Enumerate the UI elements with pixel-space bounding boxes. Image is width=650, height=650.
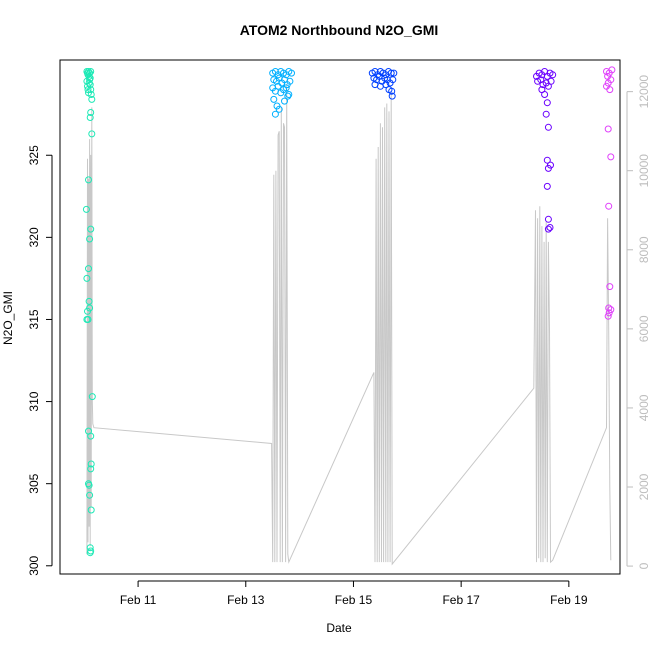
data-point bbox=[85, 176, 92, 184]
data-point bbox=[88, 393, 96, 401]
data-point bbox=[382, 81, 390, 89]
data-point bbox=[389, 76, 397, 84]
y-tick-label: 325 bbox=[27, 145, 41, 165]
y2-tick-label: 12000 bbox=[637, 75, 650, 109]
data-point bbox=[87, 432, 95, 440]
data-point bbox=[605, 309, 613, 317]
data-point bbox=[83, 274, 91, 282]
data-point bbox=[282, 84, 290, 92]
y-tick-label: 315 bbox=[27, 309, 41, 329]
data-point bbox=[87, 225, 95, 233]
data-point bbox=[542, 110, 550, 118]
data-point bbox=[390, 69, 398, 77]
y2-tick-label: 10000 bbox=[637, 154, 650, 188]
data-point bbox=[87, 506, 95, 514]
data-point bbox=[387, 69, 395, 77]
data-point bbox=[87, 109, 95, 116]
y2-axis: 0 2000 4000 6000 8000 10000 12000 bbox=[626, 75, 650, 569]
data-point bbox=[87, 91, 95, 98]
y2-tick-label: 2000 bbox=[637, 473, 650, 500]
data-point bbox=[86, 114, 94, 121]
data-point bbox=[607, 153, 615, 161]
data-point bbox=[85, 265, 92, 273]
data-point bbox=[544, 225, 552, 233]
y-tick-label: 305 bbox=[27, 473, 41, 493]
data-point bbox=[274, 82, 282, 90]
data-point bbox=[85, 79, 93, 87]
data-point bbox=[86, 69, 94, 77]
data-point bbox=[607, 306, 615, 314]
y2-tick-label: 8000 bbox=[637, 236, 650, 263]
data-point bbox=[606, 86, 614, 94]
data-point bbox=[86, 549, 94, 557]
data-point bbox=[83, 316, 91, 323]
y2-tick-label: 6000 bbox=[637, 315, 650, 342]
data-point bbox=[281, 97, 288, 105]
data-point bbox=[605, 202, 613, 210]
y-axis-label: N2O_GMI bbox=[1, 291, 15, 345]
data-point bbox=[541, 91, 549, 98]
data-point bbox=[88, 130, 96, 138]
data-point bbox=[86, 76, 94, 84]
data-point bbox=[544, 123, 552, 131]
data-point bbox=[87, 86, 95, 94]
x-tick-label: Feb 13 bbox=[227, 593, 265, 607]
data-point bbox=[604, 79, 612, 87]
data-point bbox=[85, 68, 92, 75]
data-point bbox=[544, 215, 552, 223]
data-point bbox=[288, 69, 295, 77]
data-point bbox=[86, 235, 94, 243]
data-point bbox=[88, 95, 96, 103]
x-tick-label: Feb 17 bbox=[442, 593, 480, 607]
data-point bbox=[284, 92, 292, 100]
plot-frame bbox=[59, 59, 621, 575]
data-point bbox=[604, 125, 612, 133]
x-axis-label: Date bbox=[326, 621, 352, 635]
data-point bbox=[275, 105, 283, 113]
data-point bbox=[604, 312, 612, 320]
data-point bbox=[549, 71, 557, 79]
x-tick-label: Feb 19 bbox=[550, 593, 588, 607]
data-point bbox=[87, 465, 95, 473]
x-tick-label: Feb 11 bbox=[120, 593, 157, 607]
data-point bbox=[84, 307, 91, 315]
y-tick-label: 320 bbox=[27, 227, 41, 247]
data-point bbox=[547, 161, 554, 169]
data-point bbox=[608, 66, 616, 74]
data-point bbox=[270, 95, 278, 103]
y-tick-label: 300 bbox=[27, 555, 41, 575]
data-point bbox=[285, 91, 293, 98]
y-tick-label: 310 bbox=[27, 391, 41, 411]
data-point bbox=[271, 110, 279, 118]
y2-tick-label: 0 bbox=[637, 562, 650, 569]
chart-title: ATOM2 Northbound N2O_GMI bbox=[240, 22, 439, 38]
data-point bbox=[286, 77, 294, 85]
data-point bbox=[85, 297, 93, 305]
data-point bbox=[86, 544, 94, 552]
data-point bbox=[605, 304, 613, 312]
y2-tick-label: 4000 bbox=[637, 394, 650, 421]
x-axis: Feb 11 Feb 13 Feb 15 Feb 17 Feb 19 bbox=[120, 580, 588, 607]
y-axis: 300 305 310 315 320 325 bbox=[27, 145, 53, 576]
data-point bbox=[87, 68, 95, 75]
data-point bbox=[543, 156, 551, 164]
data-point bbox=[85, 481, 93, 489]
data-point bbox=[86, 491, 94, 499]
data-point bbox=[82, 205, 90, 213]
data-point bbox=[546, 224, 554, 231]
data-point bbox=[388, 92, 396, 100]
data-point bbox=[86, 81, 94, 89]
x-tick-label: Feb 15 bbox=[335, 593, 373, 607]
data-point bbox=[547, 77, 555, 85]
data-point bbox=[388, 87, 396, 95]
altitude-line-group bbox=[86, 83, 612, 566]
data-point bbox=[606, 283, 614, 291]
data-point bbox=[87, 460, 95, 468]
data-point bbox=[543, 182, 551, 190]
altitude-line bbox=[86, 83, 612, 566]
scatter-points-group bbox=[82, 66, 616, 557]
data-point bbox=[543, 99, 551, 107]
